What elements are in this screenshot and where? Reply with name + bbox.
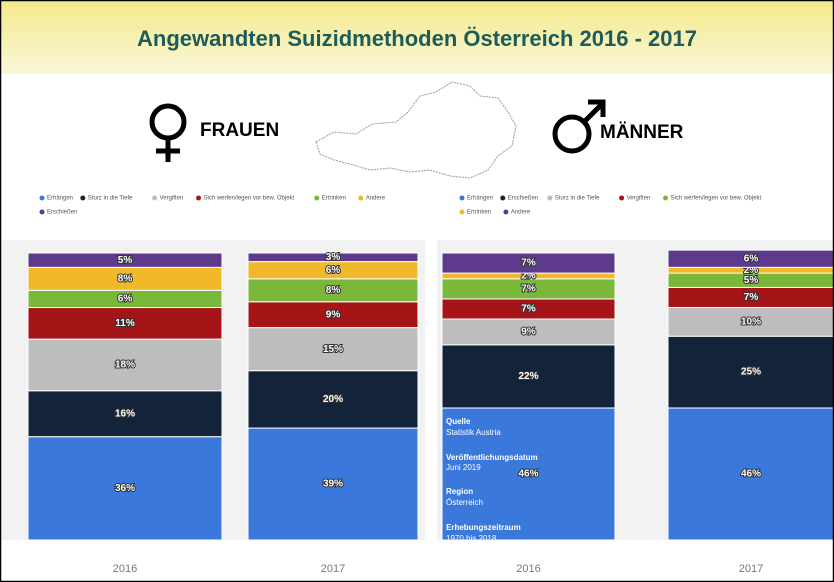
data-label: 46% [741, 469, 761, 480]
data-label: 6% [744, 253, 759, 264]
data-label: 11% [115, 318, 135, 329]
data-label: 16% [115, 408, 135, 419]
source-heading: Erhebungszeitraum [446, 523, 521, 532]
data-label: 7% [521, 284, 536, 295]
data-label: 3% [326, 252, 341, 263]
legend-label: Andere [511, 210, 531, 216]
bar-segment [247, 301, 419, 329]
data-label: 36% [115, 483, 135, 494]
legend-swatch [459, 195, 465, 201]
legend-label: Ertrinken [467, 210, 491, 216]
header-band [0, 0, 834, 74]
legend-swatch [459, 209, 465, 215]
data-label: 22% [518, 371, 538, 382]
legend-swatch [663, 195, 668, 201]
bar-segment [27, 436, 223, 541]
chart-title: FRAUEN [200, 120, 279, 141]
data-label: 25% [741, 367, 761, 378]
bar-segment [441, 344, 616, 409]
legend-label: Andere [366, 196, 386, 202]
bar-segment [247, 327, 419, 372]
legend-label: Vergiften [627, 196, 651, 202]
legend-swatch [358, 195, 364, 201]
bar-segment [667, 407, 834, 541]
legend-swatch [80, 195, 86, 201]
x-tick-label: 2016 [516, 563, 540, 575]
legend-label: Sich werfen/legen vor bew. Objekt [671, 196, 762, 202]
x-tick-label: 2017 [321, 563, 345, 575]
legend-swatch [196, 195, 201, 201]
bar-segment [441, 318, 616, 346]
data-label: 39% [323, 479, 343, 490]
data-label: 7% [521, 304, 536, 315]
data-label: 5% [744, 275, 759, 286]
data-label: 8% [118, 273, 133, 284]
legend-swatch [39, 195, 45, 201]
x-tick-label: 2016 [113, 563, 137, 575]
bar-segment [441, 252, 616, 274]
source-heading: Quelle [446, 417, 471, 426]
bar-segment [247, 427, 419, 541]
data-label: 6% [118, 294, 133, 305]
bar-segment [27, 307, 223, 340]
chart-title: MÄNNER [600, 122, 684, 143]
bar-segment [27, 252, 223, 268]
austria-map [315, 81, 517, 179]
source-heading: Region [446, 487, 473, 496]
bar-segment [667, 307, 834, 337]
male-symbol [552, 99, 606, 154]
source-text: Statistik Austria [446, 428, 501, 437]
x-tick-label: 2017 [739, 563, 763, 575]
charts: Erhängen Sturz in die Tiefe Vergiften Sich … [0, 195, 834, 575]
data-label: 20% [323, 394, 343, 405]
source-text: Juni 2019 [446, 463, 481, 472]
source-heading: Veröffentlichungsdatum [446, 453, 538, 462]
female-symbol [149, 103, 187, 162]
data-label: 9% [521, 327, 536, 338]
bar-segment [667, 249, 834, 268]
data-label: 46% [518, 469, 538, 480]
source-text: Österreich [446, 498, 483, 507]
data-label: 7% [744, 292, 759, 303]
data-label: 18% [115, 360, 135, 371]
legend-swatch [503, 209, 509, 215]
legend-swatch [619, 195, 625, 201]
bar-segment [247, 252, 419, 263]
legend-label: Sich werfen/legen vor bew. Objekt [204, 196, 295, 202]
legend-label: Erhängen [467, 196, 493, 202]
legend-swatch [152, 195, 158, 201]
data-label: 7% [521, 258, 536, 269]
legend-label: Vergiften [160, 196, 184, 202]
legend-swatch [547, 195, 553, 201]
bar-segment [667, 335, 834, 409]
legend-swatch [500, 195, 506, 201]
legend-label: Ertrinken [322, 196, 346, 202]
data-label: 5% [118, 255, 133, 266]
data-label: 10% [741, 317, 761, 328]
data-label: 15% [323, 344, 343, 355]
slide-title: Angewandten Suizidmethoden Österreich 20… [137, 26, 697, 51]
legend-swatch [314, 195, 320, 201]
data-label: 9% [326, 309, 341, 320]
legend-label: Erschießen [47, 210, 77, 216]
source-text: 1970 bis 2018 [446, 534, 497, 543]
legend-swatch [39, 209, 45, 215]
data-label: 8% [326, 285, 341, 296]
legend-label: Erschießen [508, 196, 538, 202]
legend-label: Sturz in die Tiefe [555, 196, 600, 202]
legend-label: Erhängen [47, 196, 73, 202]
bar-segment [247, 370, 419, 429]
data-label: 6% [326, 265, 341, 276]
legend-label: Sturz in die Tiefe [88, 196, 133, 202]
